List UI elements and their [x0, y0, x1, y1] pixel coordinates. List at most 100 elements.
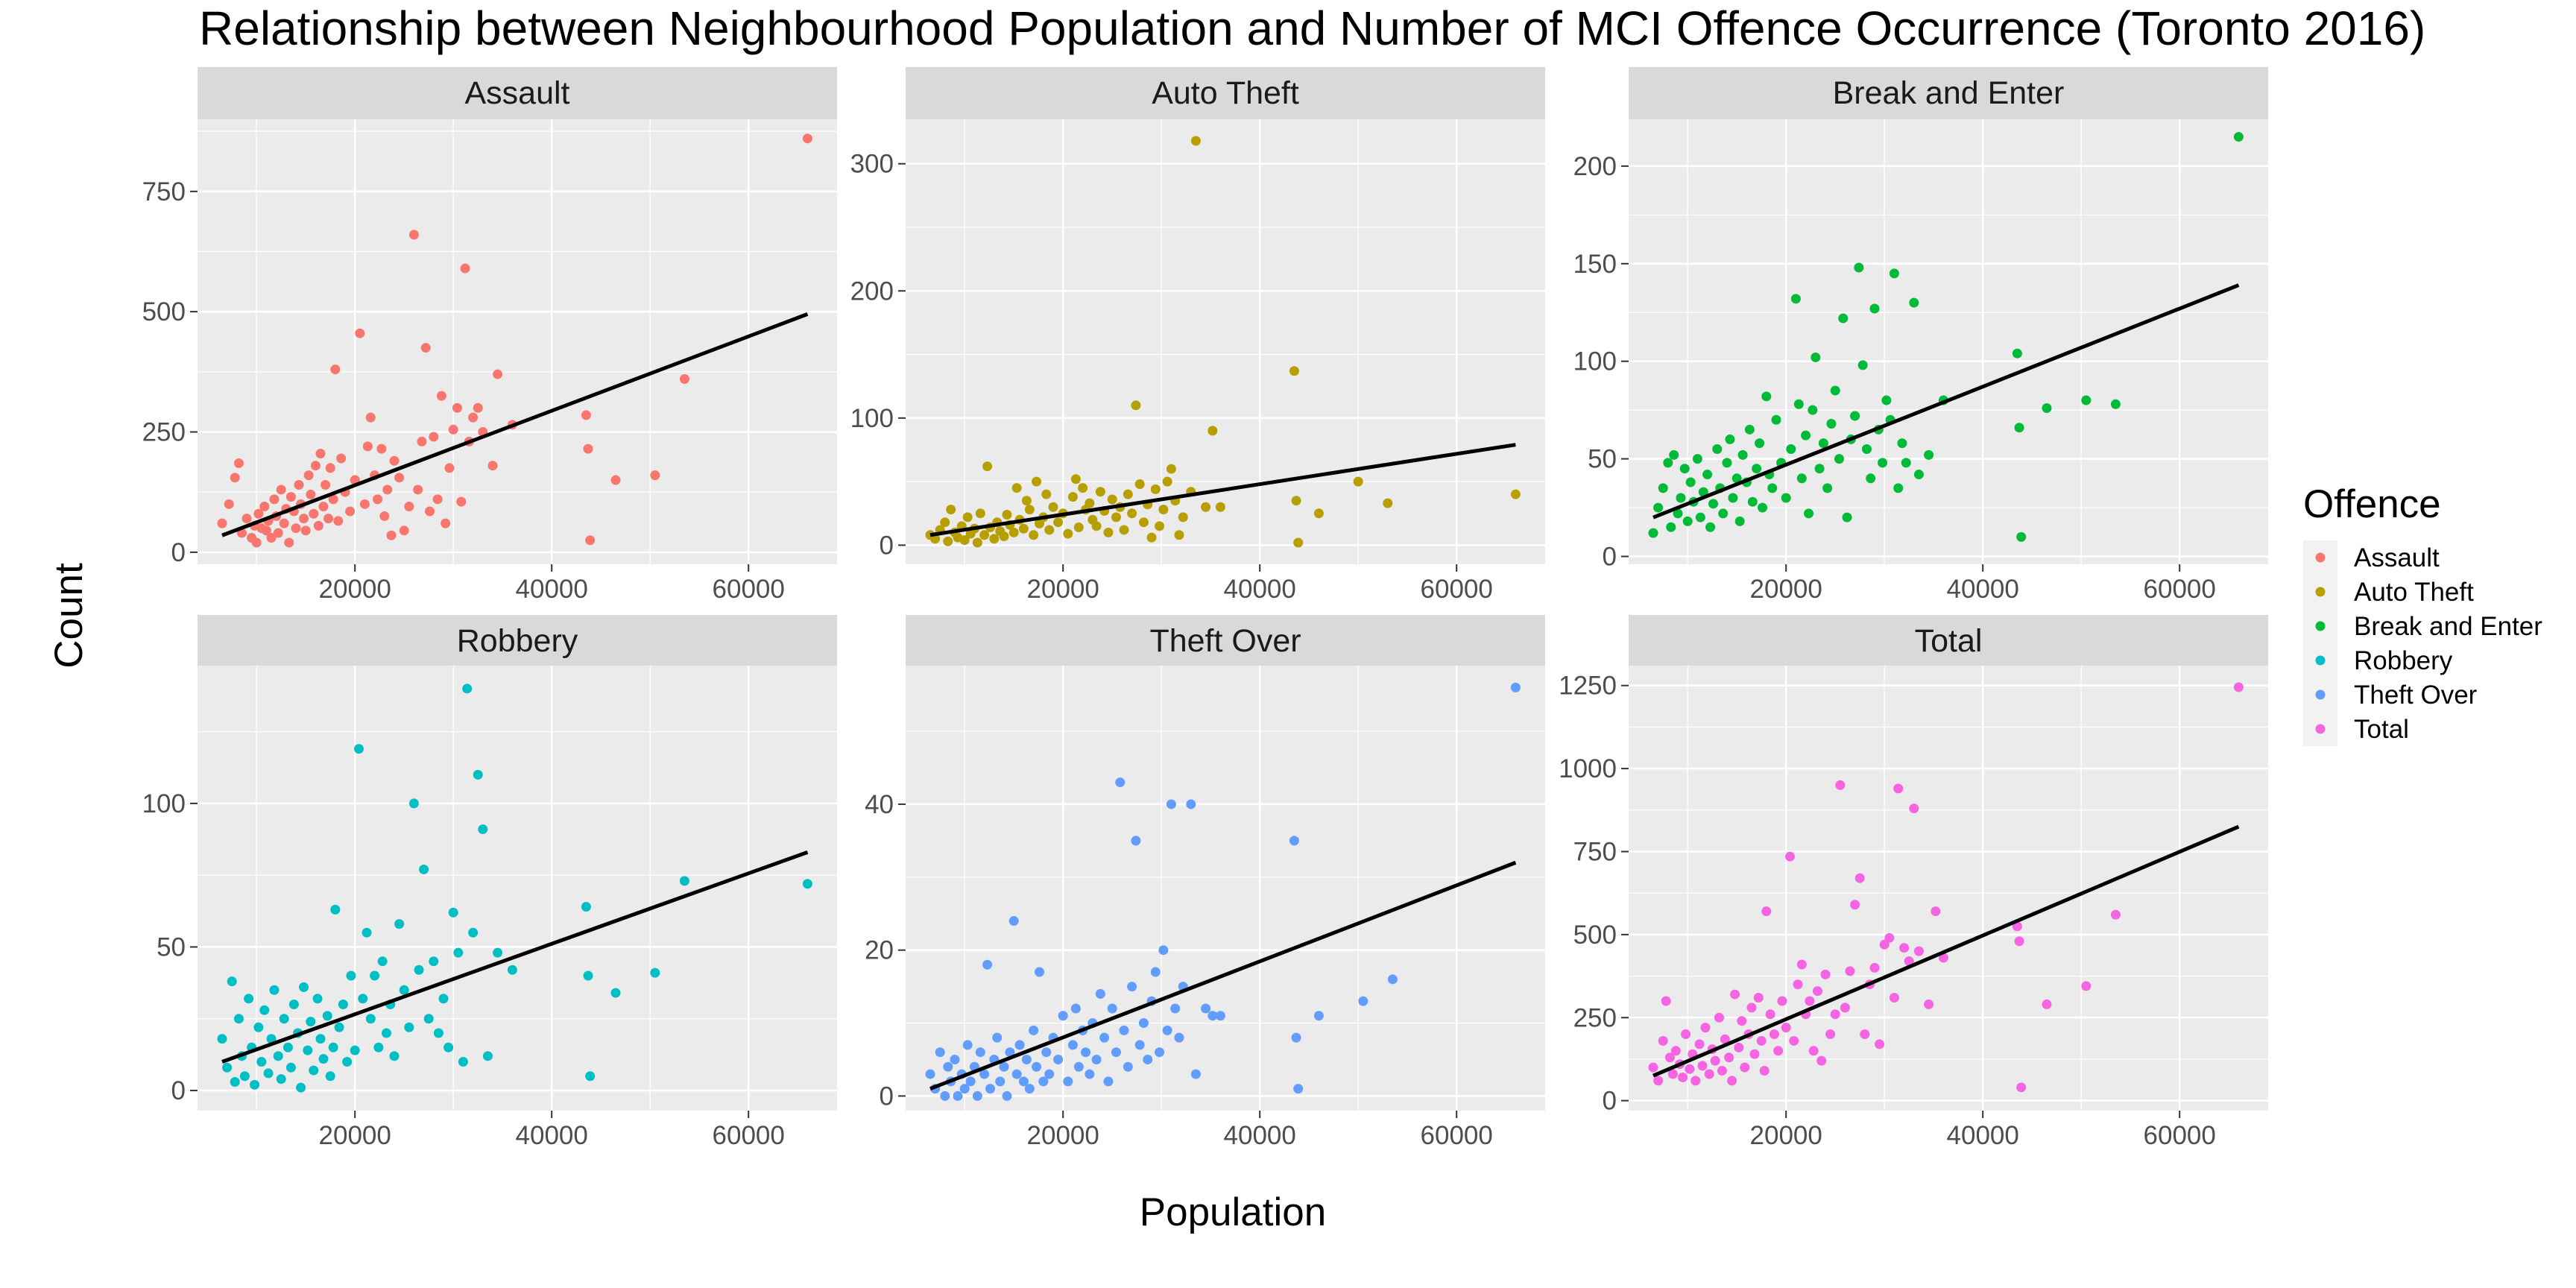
data-point-robbery: [399, 985, 409, 995]
data-point-theft-over: [1166, 799, 1176, 809]
data-point-total: [1931, 906, 1941, 917]
data-point-robbery: [438, 994, 449, 1004]
data-point-break-and-enter: [1881, 395, 1892, 405]
data-point-robbery: [227, 976, 237, 987]
data-point-break-and-enter: [1708, 499, 1719, 509]
data-point-robbery: [365, 1014, 376, 1024]
data-point-robbery: [802, 879, 812, 889]
data-point-robbery: [419, 864, 429, 874]
data-point-assault: [399, 525, 409, 536]
data-point-break-and-enter: [1869, 303, 1880, 314]
data-point-assault: [389, 455, 400, 466]
data-point-theft-over: [1289, 836, 1299, 846]
trend-line-auto-theft: [929, 443, 1516, 537]
data-point-assault: [306, 489, 316, 499]
data-point-robbery: [276, 1074, 286, 1085]
data-point-robbery: [423, 1014, 434, 1024]
data-point-auto-theft: [979, 530, 990, 540]
data-point-break-and-enter: [1781, 493, 1791, 503]
data-point-auto-theft: [972, 537, 982, 548]
data-point-theft-over: [1091, 1054, 1102, 1064]
data-point-theft-over: [979, 1069, 990, 1079]
data-point-auto-theft: [1146, 532, 1157, 543]
data-point-auto-theft: [1123, 489, 1133, 499]
data-point-theft-over: [1119, 1025, 1129, 1035]
y-tick-label: 200: [1573, 152, 1617, 181]
strip-label-theft-over: Theft Over: [1149, 623, 1301, 659]
data-point-assault: [382, 484, 393, 495]
data-point-assault: [429, 432, 439, 442]
data-point-robbery: [330, 904, 341, 915]
data-point-assault: [456, 496, 467, 507]
data-point-assault: [217, 518, 227, 528]
data-point-assault: [284, 537, 294, 548]
data-point-total: [1664, 1052, 1675, 1063]
data-point-theft-over: [950, 1054, 960, 1064]
data-point-total: [1875, 1039, 1885, 1049]
x-tick-label: 40000: [516, 1121, 588, 1150]
data-point-total: [1938, 953, 1948, 963]
data-point-break-and-enter: [1705, 522, 1716, 532]
data-point-assault: [487, 461, 498, 471]
x-tick-label: 20000: [319, 1121, 391, 1150]
data-point-theft-over: [1155, 1047, 1165, 1058]
x-tick-label: 20000: [319, 575, 391, 604]
plot-area-theft-over: [906, 666, 1545, 1111]
data-point-break-and-enter: [1692, 454, 1702, 464]
data-point-robbery: [222, 1062, 233, 1073]
x-tick-label: 40000: [1947, 1121, 2019, 1150]
data-point-auto-theft: [982, 461, 993, 472]
data-point-break-and-enter: [1669, 449, 1679, 460]
data-point-theft-over: [1095, 988, 1105, 999]
data-point-auto-theft: [1215, 502, 1225, 512]
data-point-robbery: [312, 994, 323, 1004]
data-point-total: [1869, 962, 1880, 973]
data-point-theft-over: [1035, 967, 1045, 977]
data-point-total: [1749, 1049, 1760, 1059]
data-point-break-and-enter: [1676, 493, 1686, 503]
data-point-total: [1690, 1076, 1701, 1086]
data-point-assault: [468, 412, 479, 423]
data-point-theft-over: [1208, 1011, 1218, 1021]
x-tick-label: 40000: [1947, 575, 2019, 604]
data-point-total: [1820, 969, 1831, 979]
strip-auto-theft: [906, 67, 1545, 119]
data-point-robbery: [346, 970, 356, 981]
data-point-total: [1913, 946, 1924, 956]
data-point-auto-theft: [1008, 527, 1019, 537]
y-tick-label: 0: [171, 1076, 186, 1105]
data-point-total: [1761, 906, 1772, 917]
data-point-total: [1789, 1035, 1799, 1046]
data-point-assault: [224, 499, 234, 509]
data-point-assault: [585, 535, 596, 546]
data-point-robbery: [269, 985, 280, 995]
data-point-robbery: [433, 1028, 443, 1038]
data-point-assault: [441, 518, 451, 528]
data-point-total: [1685, 1064, 1695, 1074]
y-tick-label: 0: [880, 531, 894, 560]
trend-line-theft-over: [929, 860, 1517, 1090]
data-point-auto-theft: [989, 534, 1000, 544]
data-point-auto-theft: [999, 531, 1009, 541]
x-axis-title: Population: [1140, 1190, 1326, 1234]
data-point-assault: [323, 514, 334, 524]
data-point-total: [1653, 1076, 1664, 1086]
data-point-total: [1784, 851, 1795, 862]
data-point-total: [1759, 1066, 1770, 1076]
data-point-break-and-enter: [1685, 477, 1696, 487]
data-point-total: [1700, 1023, 1711, 1033]
data-point-auto-theft: [1201, 502, 1211, 512]
data-point-total: [1740, 1062, 1750, 1073]
strip-label-assault: Assault: [464, 75, 569, 111]
data-point-break-and-enter: [1857, 360, 1868, 370]
data-point-robbery: [253, 1022, 264, 1032]
data-point-robbery: [309, 1065, 319, 1076]
legend-label-theft-over: Theft Over: [2354, 681, 2478, 710]
data-point-theft-over: [925, 1069, 935, 1079]
data-point-break-and-enter: [1909, 297, 1919, 308]
data-point-break-and-enter: [2042, 403, 2052, 414]
data-point-auto-theft: [1029, 530, 1039, 540]
data-point-theft-over: [1021, 1054, 1032, 1064]
data-point-break-and-enter: [1866, 473, 1876, 484]
data-point-total: [1889, 993, 1899, 1003]
